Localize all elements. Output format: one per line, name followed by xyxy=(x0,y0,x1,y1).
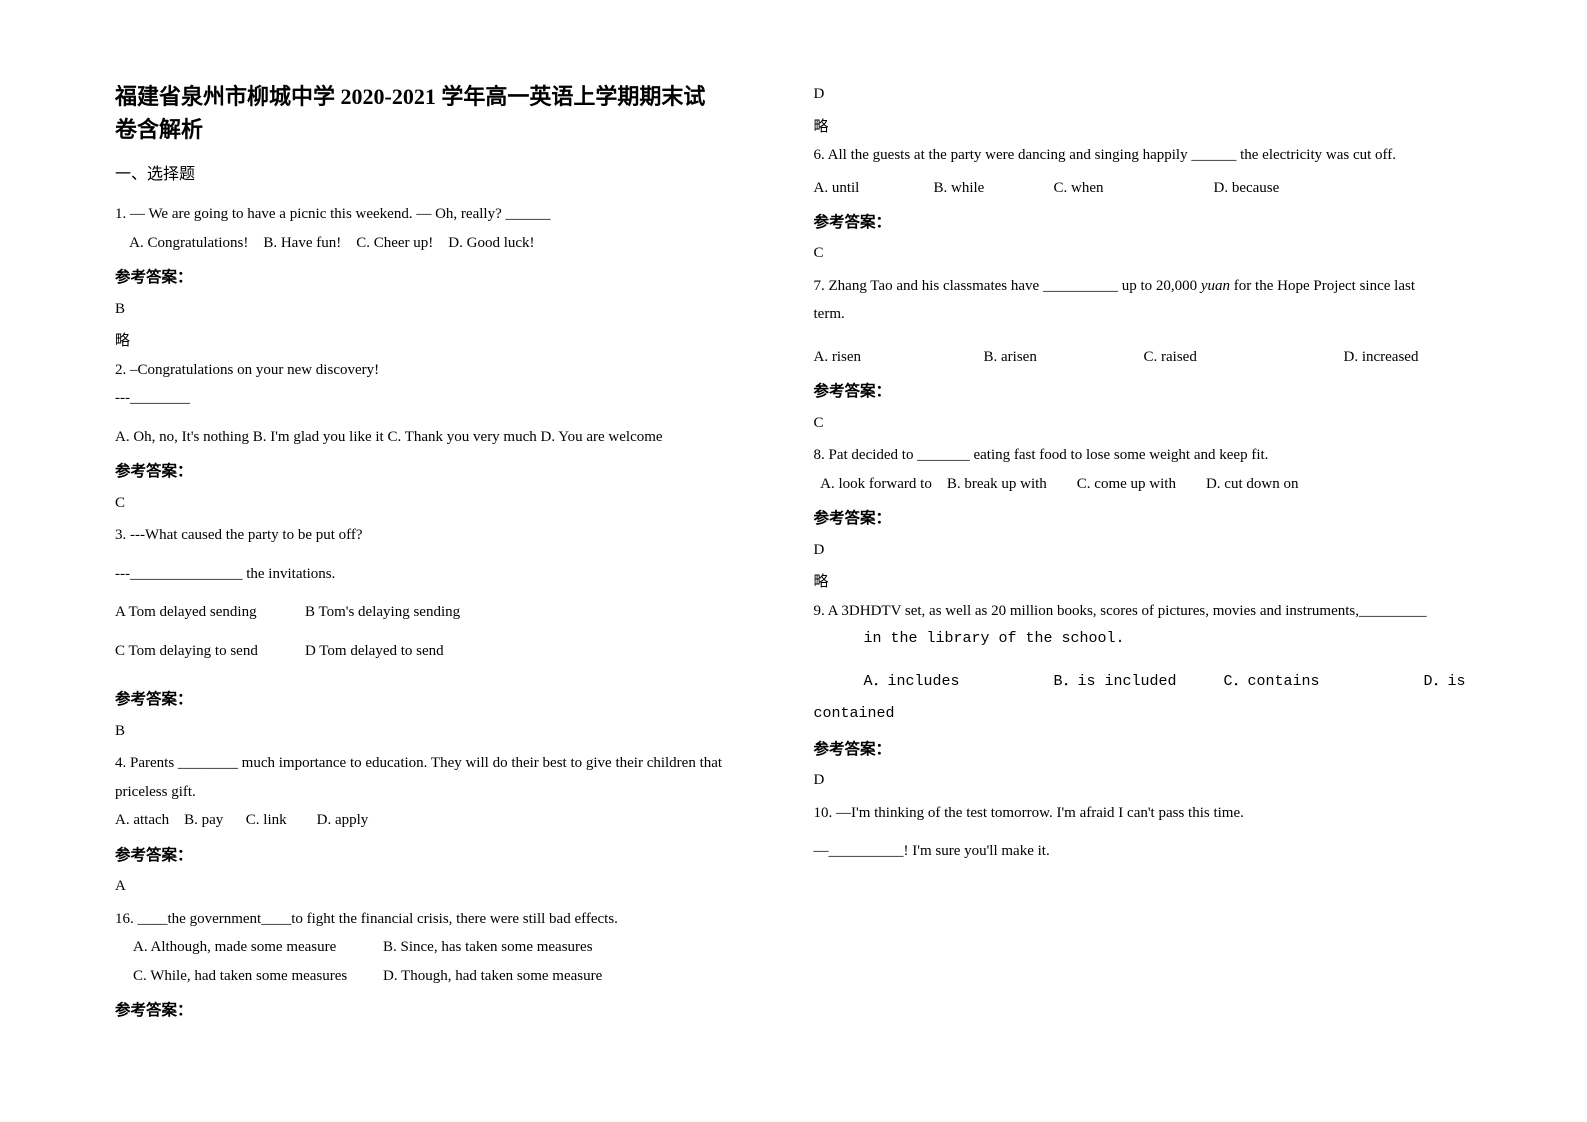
q10-stem1: 10. —I'm thinking of the test tomorrow. … xyxy=(814,799,1473,828)
q8-stem: 8. Pat decided to _______ eating fast fo… xyxy=(814,441,1473,470)
question-6: 6. All the guests at the party were danc… xyxy=(814,141,1473,202)
q6-optC: C. when xyxy=(1054,174,1214,203)
question-7: 7. Zhang Tao and his classmates have ___… xyxy=(814,272,1473,372)
q9-optC: C．contains xyxy=(1224,668,1424,697)
q6-optD: D. because xyxy=(1214,174,1280,203)
q5-answer: D xyxy=(814,80,1473,109)
q6-stem: 6. All the guests at the party were danc… xyxy=(814,141,1473,170)
section-heading: 一、选择题 xyxy=(115,160,774,190)
answer-label: 参考答案： xyxy=(814,504,1473,533)
q6-answer: C xyxy=(814,239,1473,268)
q4-options: A. attach B. pay C. link D. apply xyxy=(115,806,774,835)
q1-answer: B xyxy=(115,295,774,324)
q9-optA: A．includes xyxy=(864,668,1054,697)
q7-optD: D. increased xyxy=(1344,343,1419,372)
q5-brief: 略 xyxy=(814,113,1473,142)
question-4: 4. Parents ________ much importance to e… xyxy=(115,749,774,835)
q4-stem1: 4. Parents ________ much importance to e… xyxy=(115,749,774,778)
q8-brief: 略 xyxy=(814,568,1473,597)
q1-brief: 略 xyxy=(115,327,774,356)
q16-stem: 16. ____the government____to fight the f… xyxy=(115,905,774,934)
answer-label: 参考答案： xyxy=(814,208,1473,237)
q7-yuan: yuan xyxy=(1201,278,1230,294)
answer-label: 参考答案： xyxy=(115,457,774,486)
q7-optA: A. risen xyxy=(814,343,984,372)
q8-options: A. look forward to B. break up with C. c… xyxy=(814,470,1473,499)
q4-answer: A xyxy=(115,872,774,901)
answer-label: 参考答案： xyxy=(814,735,1473,764)
document-title: 福建省泉州市柳城中学 2020-2021 学年高一英语上学期期末试 卷含解析 xyxy=(115,80,774,146)
q2-stem1: 2. –Congratulations on your new discover… xyxy=(115,356,774,385)
question-9: 9. A 3DHDTV set, as well as 20 million b… xyxy=(814,597,1473,729)
answer-label: 参考答案： xyxy=(115,263,774,292)
q7-optB: B. arisen xyxy=(984,343,1144,372)
q2-options: A. Oh, no, It's nothing B. I'm glad you … xyxy=(115,423,774,452)
q4-stem2: priceless gift. xyxy=(115,778,774,807)
question-8: 8. Pat decided to _______ eating fast fo… xyxy=(814,441,1473,498)
answer-label: 参考答案： xyxy=(115,841,774,870)
q3-answer: B xyxy=(115,717,774,746)
q7-optC: C. raised xyxy=(1144,343,1344,372)
q6-optA: A. until xyxy=(814,174,934,203)
q16-optB: B. Since, has taken some measures xyxy=(383,933,593,962)
q16-optD: D. Though, had taken some measure xyxy=(383,962,602,991)
q7-answer: C xyxy=(814,409,1473,438)
q9-stem2: in the library of the school. xyxy=(814,625,1473,654)
question-2: 2. –Congratulations on your new discover… xyxy=(115,356,774,452)
q3-stem1: 3. ---What caused the party to be put of… xyxy=(115,521,774,550)
title-line-2: 卷含解析 xyxy=(115,117,203,142)
answer-label: 参考答案： xyxy=(115,996,774,1025)
question-10: 10. —I'm thinking of the test tomorrow. … xyxy=(814,799,1473,866)
q3-optA: A Tom delayed sending xyxy=(115,598,305,627)
q2-stem2: ---________ xyxy=(115,384,774,413)
q2-answer: C xyxy=(115,489,774,518)
question-16: 16. ____the government____to fight the f… xyxy=(115,905,774,991)
q7-stem1-tail: for the Hope Project since last xyxy=(1230,278,1415,294)
q7-stem1: 7. Zhang Tao and his classmates have ___… xyxy=(814,278,1201,294)
q7-stem: 7. Zhang Tao and his classmates have ___… xyxy=(814,272,1473,301)
q16-optC: C. While, had taken some measures xyxy=(133,962,383,991)
q10-stem2: —__________! I'm sure you'll make it. xyxy=(814,837,1473,866)
exam-page: 福建省泉州市柳城中学 2020-2021 学年高一英语上学期期末试 卷含解析 一… xyxy=(0,0,1587,1122)
question-3: 3. ---What caused the party to be put of… xyxy=(115,521,774,665)
q9-optB: B．is included xyxy=(1054,668,1224,697)
q7-stem2: term. xyxy=(814,300,1473,329)
q9-answer: D xyxy=(814,766,1473,795)
q3-stem2: ---_______________ the invitations. xyxy=(115,560,774,589)
q9-stem: 9. A 3DHDTV set, as well as 20 million b… xyxy=(814,597,1473,626)
q6-optB: B. while xyxy=(934,174,1054,203)
q3-optD: D Tom delayed to send xyxy=(305,637,444,666)
q3-optB: B Tom's delaying sending xyxy=(305,598,460,627)
q8-answer: D xyxy=(814,536,1473,565)
left-column: 福建省泉州市柳城中学 2020-2021 学年高一英语上学期期末试 卷含解析 一… xyxy=(95,80,794,1082)
q9-optD: D．is xyxy=(1424,668,1466,697)
q16-optA: A. Although, made some measure xyxy=(133,933,383,962)
q3-optC: C Tom delaying to send xyxy=(115,637,305,666)
title-line-1: 福建省泉州市柳城中学 2020-2021 学年高一英语上学期期末试 xyxy=(115,84,705,109)
right-column: D 略 6. All the guests at the party were … xyxy=(794,80,1493,1082)
q9-tail: contained xyxy=(814,700,1473,729)
q1-stem: 1. — We are going to have a picnic this … xyxy=(115,200,774,229)
question-1: 1. — We are going to have a picnic this … xyxy=(115,200,774,257)
answer-label: 参考答案： xyxy=(814,377,1473,406)
answer-label: 参考答案： xyxy=(115,685,774,714)
q1-options: A. Congratulations! B. Have fun! C. Chee… xyxy=(115,229,774,258)
